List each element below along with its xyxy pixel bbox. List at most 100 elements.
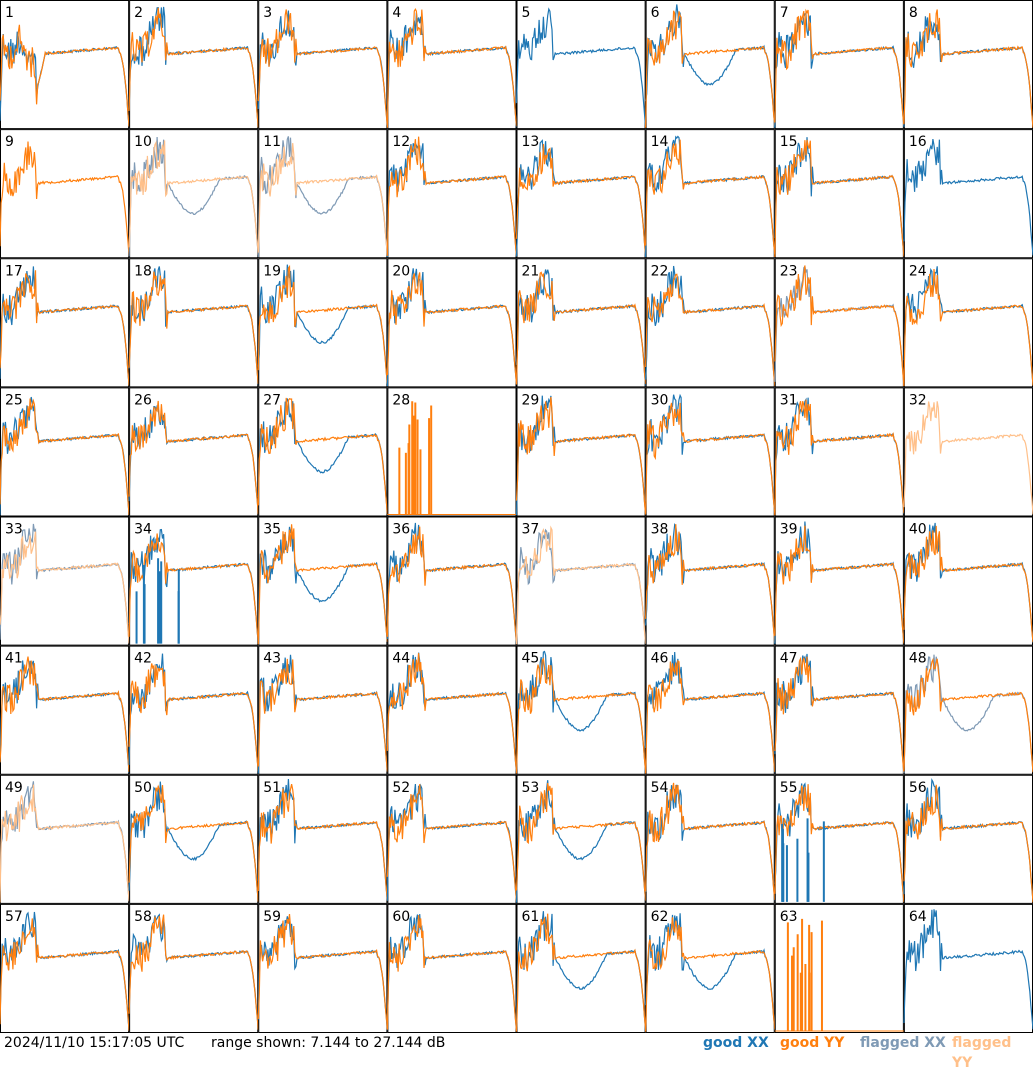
series-yy [0,918,130,1031]
panel-60: 60 [386,903,518,1033]
panel-label: 11 [263,134,281,150]
series-yy [386,784,518,902]
series-yy [128,271,259,385]
series-xx [774,521,905,644]
panel-label: 21 [522,263,540,279]
panel-label: 9 [5,134,14,150]
panel-label: 27 [263,392,281,408]
panel-47: 47 [774,645,905,775]
series-yy [774,656,905,774]
panel-53: 53 [515,774,647,904]
series-xx [645,651,776,773]
panel-label: 50 [134,780,152,796]
series-yy [257,264,388,384]
panel-label: 44 [392,651,410,667]
panel-6: 6 [645,0,776,130]
series-yy [774,525,905,644]
series-xx [903,909,1033,1030]
series-xx [0,523,130,643]
timestamp: 2024/11/10 15:17:05 UTC [4,1035,185,1051]
panel-45: 45 [515,645,647,775]
panel-label: 29 [522,392,540,408]
panel-63: 63 [774,903,904,1033]
panel-label: 58 [134,909,152,925]
panel-label: 14 [651,134,669,150]
panel-23: 23 [774,258,905,388]
panel-62: 62 [645,903,776,1033]
panel-label: 46 [651,651,669,667]
panel-label: 40 [909,522,927,538]
panel-label: 41 [5,651,23,667]
series-yy [257,658,388,772]
panel-label: 42 [134,651,152,667]
series-yy [386,272,518,385]
panel-26: 26 [128,387,259,517]
panel-label: 38 [651,522,669,538]
panel-2: 2 [128,0,259,130]
series-yy [645,659,776,774]
series-yy [515,657,647,774]
panel-label: 36 [392,522,410,538]
panel-label: 2 [134,5,143,21]
series-yy [386,915,518,1032]
series-yy [386,136,518,257]
series-yy [515,143,647,255]
panel-13: 13 [515,129,647,259]
panel-24: 24 [903,258,1033,388]
panel-9: 9 [0,129,130,259]
panel-label: 62 [651,909,669,925]
panel-label: 19 [263,263,281,279]
panel-30: 30 [645,387,776,517]
series-yy [774,399,905,516]
panel-label: 20 [392,263,410,279]
panel-17: 17 [0,258,130,388]
series-yy [386,526,518,642]
series-yy [386,653,518,772]
series-xx [903,16,1033,128]
series-yy [257,914,388,1030]
series-xx [128,266,259,385]
series-yy [903,9,1033,128]
panel-3: 3 [257,0,388,130]
series-yy [0,656,130,772]
panel-label: 32 [909,392,927,408]
series-yy [257,524,388,645]
series-yy [0,398,130,516]
legend-good-xx: good XX [703,1035,769,1051]
panel-50: 50 [128,774,259,904]
panel-label: 37 [522,522,540,538]
series-yy [774,784,905,903]
series-xx [515,650,647,773]
panel-42: 42 [128,645,259,775]
series-yy [645,402,776,514]
panel-label: 57 [5,909,23,925]
panel-label: 35 [263,522,281,538]
panel-54: 54 [645,774,776,904]
series-yy [257,783,388,901]
panel-43: 43 [257,645,388,775]
series-yy [774,265,905,386]
panel-label: 49 [5,780,23,796]
panel-label: 43 [263,651,281,667]
series-yy [774,139,905,258]
panel-label: 64 [909,909,927,925]
panel-10: 10 [128,129,259,259]
panel-1: 1 [0,0,130,130]
panel-label: 25 [5,392,23,408]
panel-57: 57 [0,903,130,1033]
series-yy [645,139,776,255]
panel-label: 15 [780,134,798,150]
panel-33: 33 [0,516,130,646]
series-yy [645,10,776,128]
panel-label: 34 [134,522,152,538]
series-yy [645,917,776,1032]
panel-label: 61 [522,909,540,925]
panel-37: 37 [515,516,647,646]
panel-55: 55 [774,774,905,904]
series-xx [0,781,130,902]
panel-label: 17 [5,263,23,279]
panel-label: 54 [651,780,669,796]
legend-good-yy: good YY [780,1035,845,1051]
panel-28: 28 [387,387,517,517]
